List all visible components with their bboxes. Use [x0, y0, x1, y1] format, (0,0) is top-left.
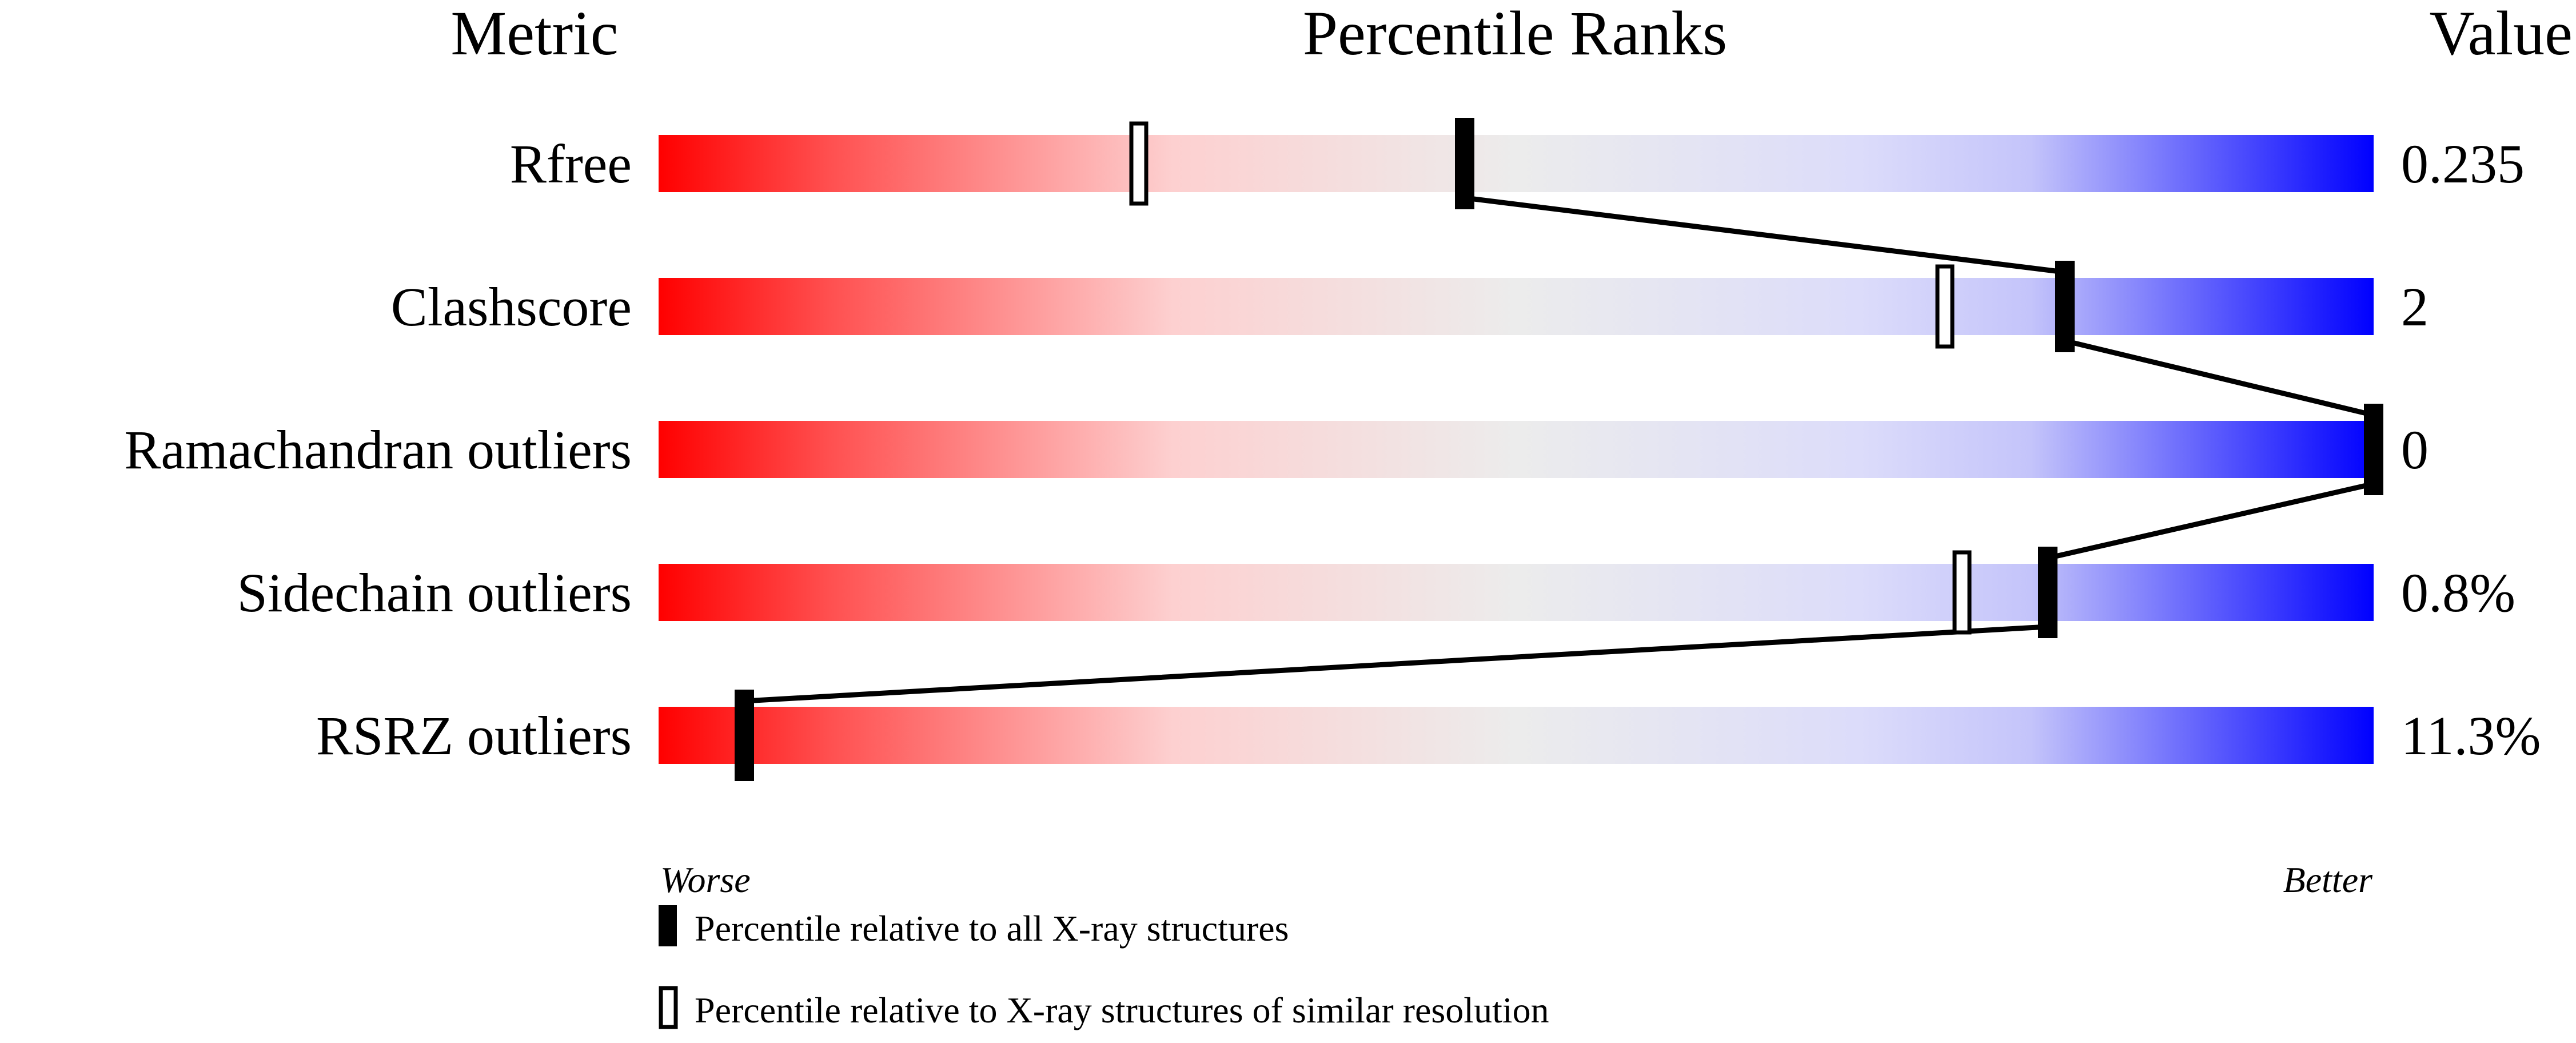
metric-value: 0 [2401, 419, 2429, 480]
header-value: Value [2430, 0, 2573, 68]
metric-label: Sidechain outliers [237, 562, 632, 623]
metric-value: 2 [2401, 276, 2429, 337]
marker-all-structures [735, 690, 754, 781]
percentile-bar [659, 421, 2374, 478]
scale-label-better: Better [2283, 859, 2373, 900]
percentile-bar [659, 135, 2374, 192]
metric-value: 0.8% [2401, 562, 2515, 623]
marker-all-structures [1455, 118, 1474, 209]
marker-similar-resolution [1952, 550, 1972, 635]
metric-label: Clashscore [391, 276, 632, 337]
metric-value: 11.3% [2401, 705, 2541, 766]
header-metric: Metric [450, 0, 618, 68]
percentile-bar [659, 278, 2374, 335]
legend-open-marker-icon [659, 986, 678, 1029]
marker-all-structures [2364, 404, 2383, 495]
marker-all-structures [2038, 547, 2057, 638]
legend-filled-marker-icon [659, 905, 677, 946]
marker-similar-resolution [1935, 264, 1955, 349]
metric-label: Ramachandran outliers [124, 419, 632, 480]
percentile-bar [659, 564, 2374, 621]
legend-open-label: Percentile relative to X-ray structures … [695, 990, 1549, 1030]
metric-label: Rfree [510, 133, 632, 194]
legend-filled-label: Percentile relative to all X-ray structu… [695, 908, 1289, 949]
header-percentile-ranks: Percentile Ranks [1303, 0, 1727, 68]
metric-value: 0.235 [2401, 133, 2525, 194]
scale-label-worse: Worse [660, 859, 751, 900]
percentile-bar [659, 707, 2374, 764]
metric-label: RSRZ outliers [316, 705, 632, 766]
marker-similar-resolution [1129, 121, 1149, 206]
marker-all-structures [2055, 261, 2075, 352]
